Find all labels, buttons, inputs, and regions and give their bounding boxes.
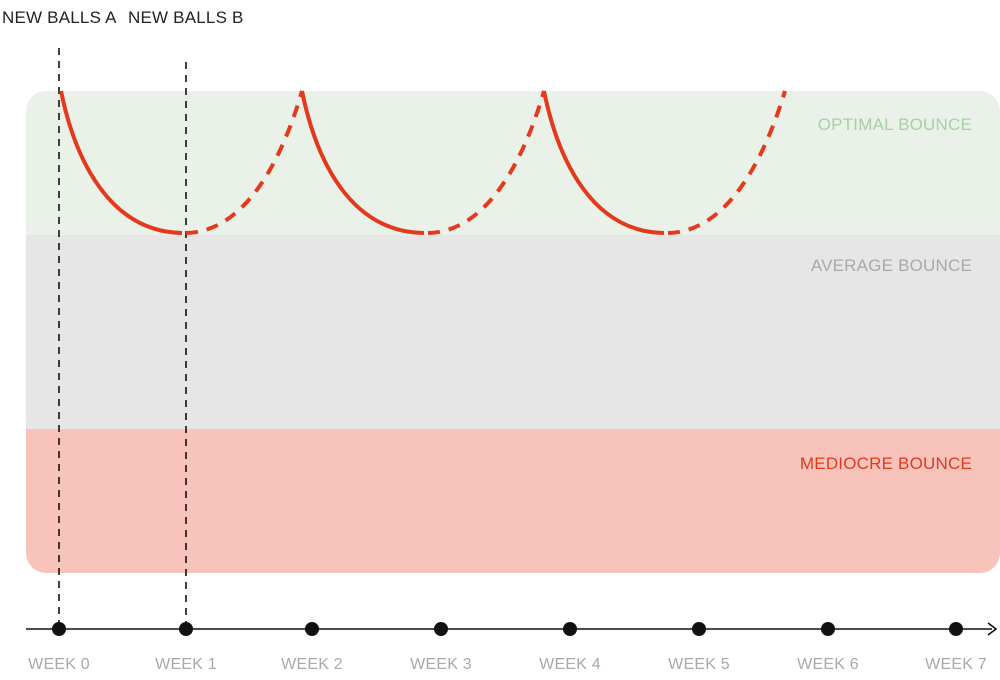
bounce-curves bbox=[59, 90, 787, 235]
curve-a-solid bbox=[59, 90, 183, 235]
week-label: WEEK 6 bbox=[797, 656, 859, 673]
week-dot bbox=[692, 622, 706, 636]
week-label: WEEK 3 bbox=[410, 656, 472, 673]
week-label: WEEK 7 bbox=[925, 656, 987, 673]
zones bbox=[26, 91, 1000, 573]
week-dot bbox=[949, 622, 963, 636]
timeline-arrow-icon bbox=[987, 622, 998, 636]
curve-c-dashed bbox=[667, 90, 787, 235]
timeline-axis bbox=[26, 622, 998, 636]
week-label: WEEK 4 bbox=[539, 656, 601, 673]
new-balls-b-label: NEW BALLS B bbox=[128, 8, 244, 27]
week-label: WEEK 5 bbox=[668, 656, 730, 673]
curve-a-dashed bbox=[185, 90, 304, 235]
week-dot bbox=[52, 622, 66, 636]
week-dot bbox=[179, 622, 193, 636]
curve-b-dashed bbox=[427, 90, 546, 235]
new-balls-a-label: NEW BALLS A bbox=[2, 8, 117, 27]
mediocre-bounce-label: MEDIOCRE BOUNCE bbox=[799, 454, 972, 473]
week-label: WEEK 0 bbox=[28, 656, 90, 673]
curve-c-solid bbox=[542, 90, 665, 235]
week-label: WEEK 2 bbox=[281, 656, 343, 673]
week-dot bbox=[434, 622, 448, 636]
week-dot bbox=[821, 622, 835, 636]
optimal-bounce-label: OPTIMAL BOUNCE bbox=[817, 115, 972, 134]
week-dot bbox=[563, 622, 577, 636]
curve-b-solid bbox=[300, 90, 425, 235]
zone-mediocre bbox=[26, 429, 1000, 573]
week-label: WEEK 1 bbox=[155, 656, 217, 673]
average-bounce-label: AVERAGE BOUNCE bbox=[810, 256, 972, 275]
zone-optimal bbox=[26, 91, 1000, 235]
zone-average bbox=[26, 235, 1000, 429]
week-dot bbox=[305, 622, 319, 636]
